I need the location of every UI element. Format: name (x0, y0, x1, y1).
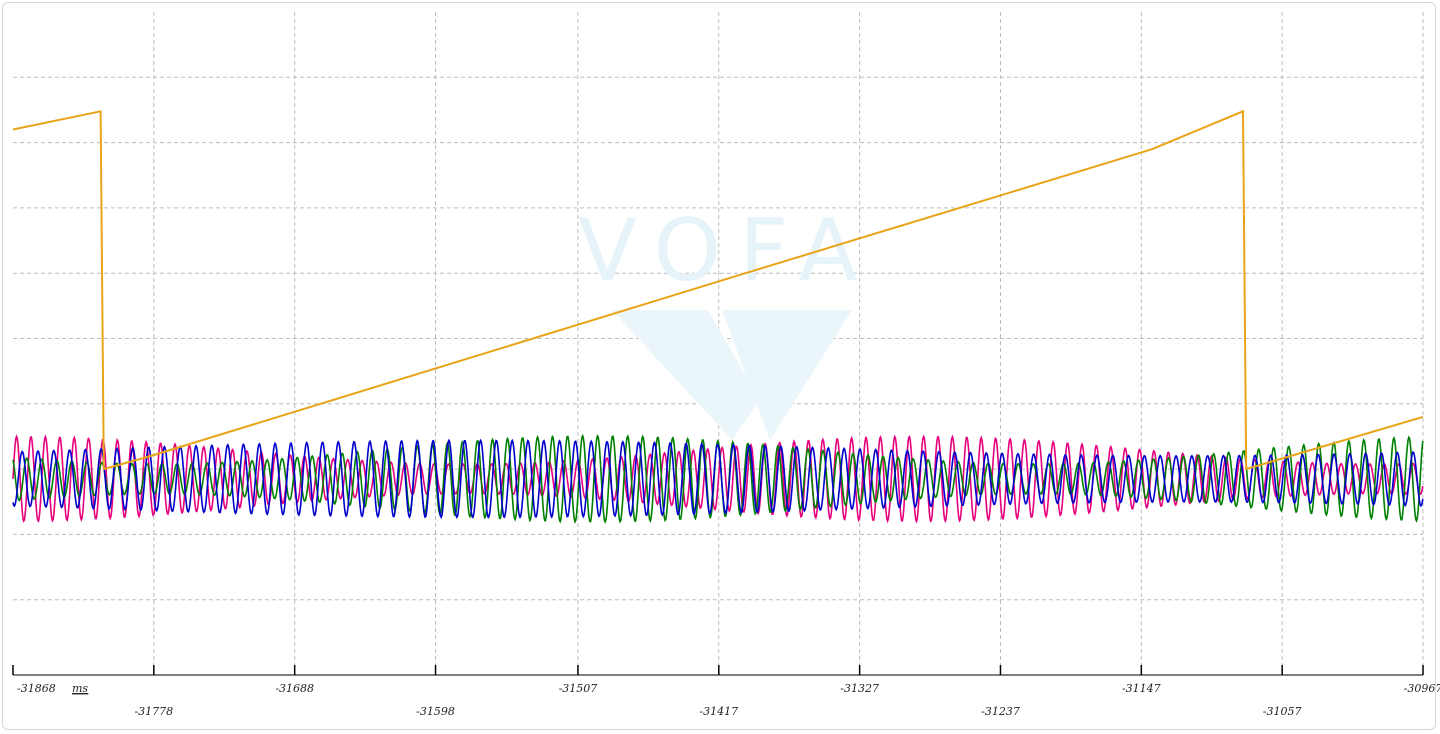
x-axis-unit-label: ms (72, 682, 88, 695)
series-line-sawtooth (12, 109, 1424, 471)
x-tick-label: -31327 (840, 682, 879, 695)
series-layer (12, 109, 1424, 524)
x-tick-label: -31778 (134, 705, 173, 718)
grid-lines (13, 12, 1424, 665)
series-line-oscillation (12, 438, 1424, 520)
watermark-text: VOFA (578, 201, 875, 301)
series-line-oscillation (12, 434, 1424, 524)
x-tick-label: -30967 (1404, 682, 1440, 695)
watermark-logo-icon (612, 310, 852, 440)
x-tick-label: -31417 (699, 705, 738, 718)
x-tick-label: -31688 (275, 682, 314, 695)
x-tick-label: -31598 (416, 705, 455, 718)
x-tick-label: -31507 (559, 682, 598, 695)
x-tick-label: -31057 (1263, 705, 1302, 718)
x-tick-label: -31147 (1122, 682, 1161, 695)
x-tick-label: -31868 (17, 682, 56, 695)
x-axis: -31868 -31778 -31688 -31598 -31507 -31417 -313… (12, 665, 1440, 718)
x-tick-label: -31237 (981, 705, 1020, 718)
